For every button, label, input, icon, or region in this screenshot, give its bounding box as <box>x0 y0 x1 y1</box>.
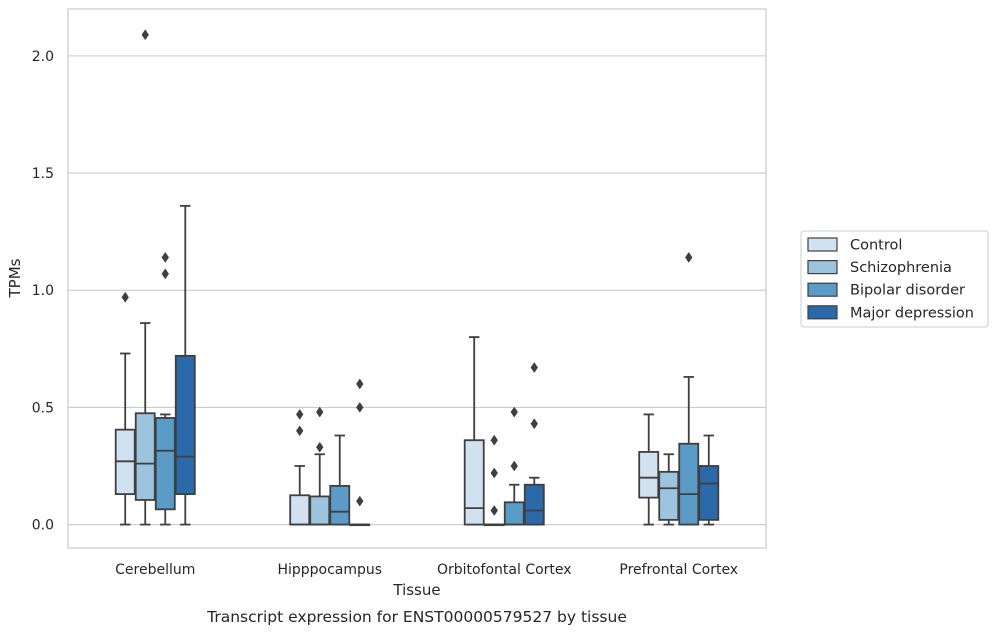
iqr-box <box>174 354 196 495</box>
iqr-box <box>289 494 311 526</box>
chart-caption: Transcript expression for ENST0000057952… <box>206 608 627 626</box>
outlier-marker <box>121 291 129 303</box>
outlier-marker <box>356 378 364 390</box>
outlier-marker <box>490 434 498 446</box>
y-axis-title: TPMs <box>6 258 24 298</box>
box-1-1 <box>114 291 136 526</box>
box-2-3 <box>329 434 351 526</box>
outlier-marker <box>161 268 169 280</box>
outlier-marker <box>296 425 304 437</box>
legend-label: Major depression <box>850 305 974 321</box>
box-4-1 <box>638 413 660 526</box>
x-tick-labels: Cerebellum Hipppocampus Orbitofontal Corte… <box>115 562 738 578</box>
y-tick-label: 1.5 <box>32 166 54 182</box>
iqr-box <box>678 442 700 526</box>
plot-area-frame <box>67 8 767 549</box>
x-tick-label: Hipppocampus <box>277 562 382 578</box>
box-2-4 <box>349 378 371 527</box>
outlier-marker <box>316 441 324 453</box>
y-tick-label: 1.0 <box>32 283 54 299</box>
x-tick-label: Prefrontal Cortex <box>619 562 738 578</box>
outlier-marker <box>510 406 518 418</box>
iqr-box <box>463 439 485 526</box>
box-2-2 <box>309 406 331 526</box>
box-3-1 <box>463 336 485 526</box>
box-1-2 <box>134 29 156 526</box>
outlier-marker <box>490 505 498 516</box>
iqr-box <box>658 470 680 521</box>
legend-label: Bipolar disorder <box>850 283 965 299</box>
iqr-box <box>698 465 720 521</box>
legend: Control Schizophrenia Bipolar disorder Majo… <box>800 230 989 328</box>
box-1-3 <box>154 251 176 526</box>
legend-frame <box>800 230 989 328</box>
box-3-2 <box>483 434 505 527</box>
outlier-marker <box>530 362 538 373</box>
box-3-3 <box>503 406 525 526</box>
box-4-2 <box>658 453 680 526</box>
y-tick-label: 2.0 <box>32 49 54 65</box>
box-4-3 <box>678 251 700 526</box>
legend-item-3: Bipolar disorder <box>807 282 965 299</box>
iqr-box <box>309 495 331 526</box>
outlier-marker <box>141 29 149 41</box>
outlier-marker <box>685 251 693 263</box>
legend-swatch <box>807 282 838 297</box>
box-1-4 <box>174 204 196 526</box>
y-tick-labels: 0.0 0.5 1.0 1.5 2.0 <box>32 49 54 534</box>
y-tick-label: 0.0 <box>32 518 54 534</box>
iqr-box <box>638 451 660 499</box>
legend-swatch <box>807 305 838 320</box>
outlier-marker <box>161 251 169 263</box>
box-2-1 <box>289 408 311 526</box>
x-tick-label: Orbitofontal Cortex <box>437 562 572 578</box>
legend-label: Schizophrenia <box>850 260 952 276</box>
outlier-marker <box>356 401 364 413</box>
box-3-4 <box>523 362 545 526</box>
outlier-marker <box>490 467 498 479</box>
outlier-marker <box>316 406 324 418</box>
outlier-marker <box>296 408 304 420</box>
legend-swatch <box>807 237 838 252</box>
iqr-box <box>503 501 525 526</box>
legend-label: Control <box>850 238 902 254</box>
legend-item-2: Schizophrenia <box>807 260 952 276</box>
outlier-marker <box>510 460 518 472</box>
x-tick-label: Cerebellum <box>115 562 195 578</box>
outlier-marker <box>530 418 538 430</box>
y-tick-label: 0.5 <box>32 400 54 416</box>
iqr-box <box>329 484 351 526</box>
box-groups <box>114 29 720 527</box>
box-4-4 <box>698 434 720 526</box>
iqr-box <box>154 417 176 511</box>
outlier-marker <box>356 495 364 507</box>
x-axis-title: Tissue <box>392 581 440 599</box>
iqr-box <box>134 412 156 501</box>
legend-item-4: Major depression <box>807 305 974 321</box>
legend-swatch <box>807 260 838 275</box>
legend-item-1: Control <box>807 237 902 254</box>
iqr-box <box>523 483 545 526</box>
